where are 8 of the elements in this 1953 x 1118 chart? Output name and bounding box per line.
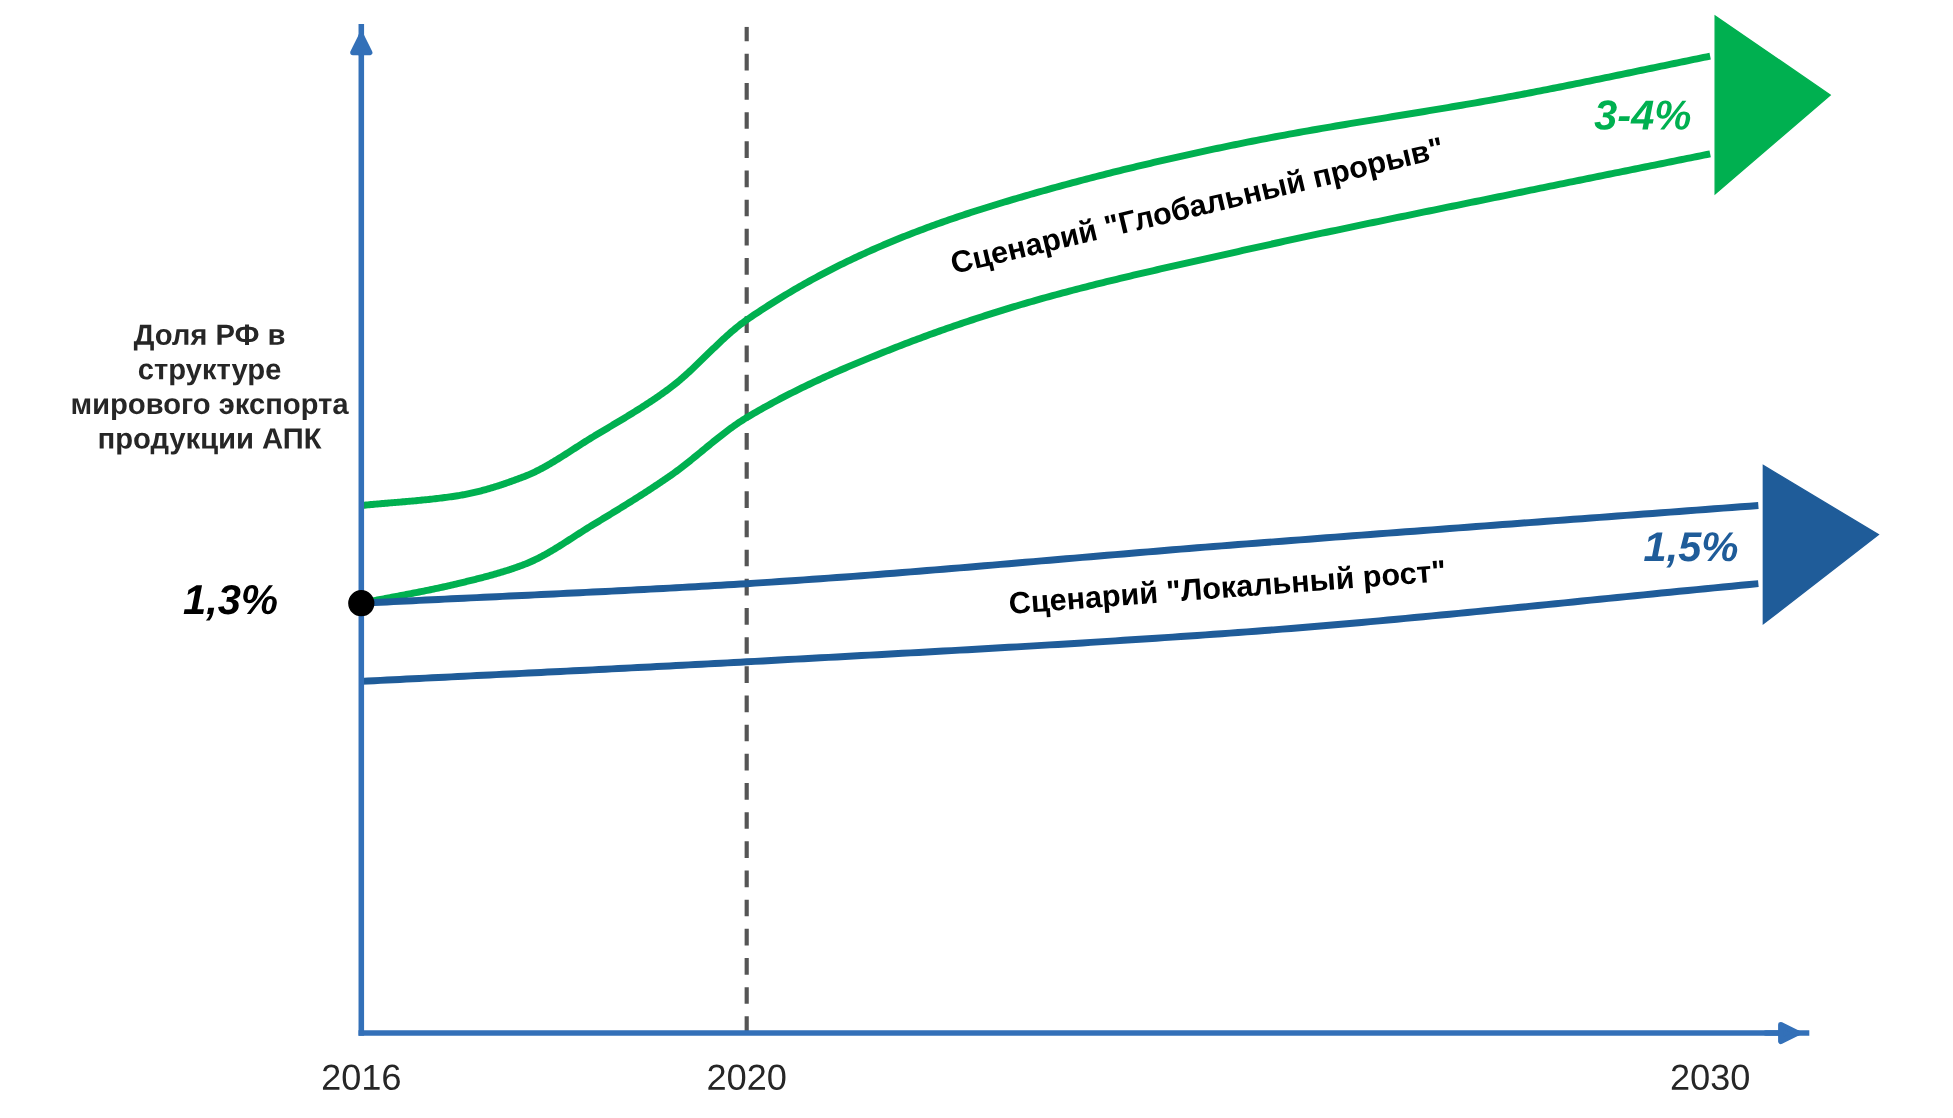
x-tick-label: 2030 — [1671, 1064, 1749, 1091]
annotation: 1,5% — [1644, 532, 1738, 568]
x-tick-label: 2016 — [322, 1064, 400, 1091]
x-tick-label: 2020 — [708, 1064, 786, 1091]
y-axis-title: Доля РФ в структуре мирового экспорта продукции АПК — [72, 324, 349, 455]
annotation: 1,3% — [183, 584, 277, 621]
annotation: Сценарий "Локальный рост" — [1009, 558, 1446, 621]
annotation: 3-4% — [1594, 100, 1691, 130]
